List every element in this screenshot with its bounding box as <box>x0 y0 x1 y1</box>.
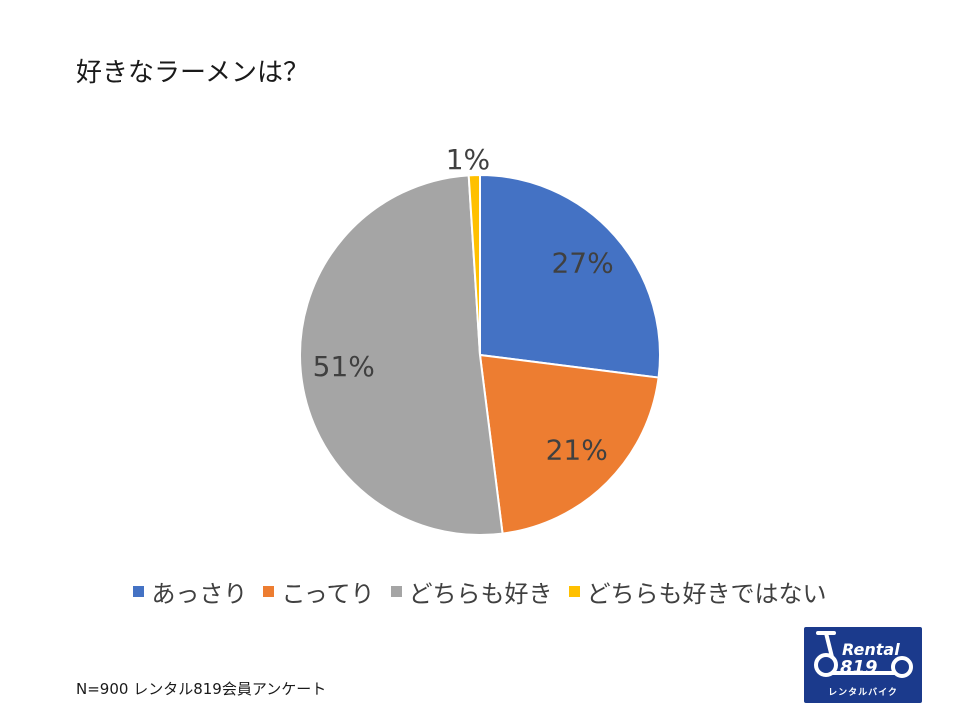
logo-wordmark-819: 819 <box>840 657 878 678</box>
legend-swatch-neither <box>568 586 580 597</box>
legend-swatch-both <box>390 586 402 597</box>
slice-neither <box>467 173 481 356</box>
legend-item-both: どちらも好き <box>390 574 553 609</box>
label-neither: 1% <box>446 143 490 176</box>
motorbike-icon: Rental 819 <box>814 631 913 678</box>
sample-size-footnote: N=900 レンタル819会員アンケート <box>76 680 327 698</box>
legend-item-kotteri: こってり <box>263 574 375 609</box>
legend: あっさり こってり どちらも好き どちらも好きではない <box>0 574 960 609</box>
legend-item-neither: どちらも好きではない <box>568 574 827 609</box>
label-kotteri: 21% <box>546 434 608 467</box>
legend-label-assari: あっさり <box>151 580 248 608</box>
legend-swatch-kotteri <box>263 586 275 597</box>
legend-label-kotteri: こってり <box>281 580 375 608</box>
legend-label-both: どちらも好き <box>408 580 553 608</box>
label-both: 51% <box>313 350 375 383</box>
legend-swatch-assari <box>133 586 145 597</box>
slice-both <box>299 174 504 536</box>
chart-title: 好きなラーメンは？ <box>76 58 309 88</box>
slice-kotteri <box>478 353 660 535</box>
logo-wordmark-rental: Rental <box>842 640 900 659</box>
legend-item-assari: あっさり <box>133 574 247 609</box>
rental819-logo: Rental 819 レンタルバイク <box>804 627 922 703</box>
slice-assari <box>479 173 661 379</box>
legend-label-neither: どちらも好きではない <box>586 580 827 608</box>
logo-caption: レンタルバイク <box>828 688 898 698</box>
label-assari: 27% <box>551 247 613 280</box>
